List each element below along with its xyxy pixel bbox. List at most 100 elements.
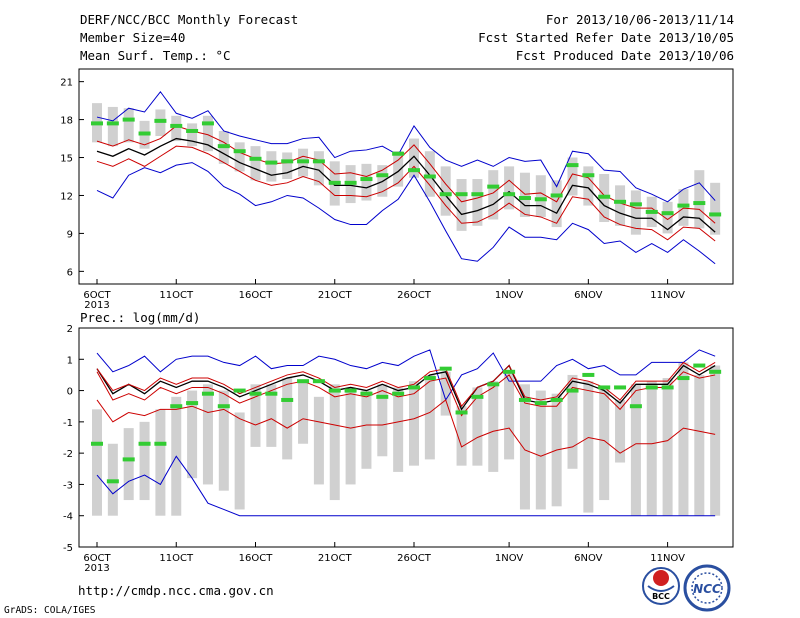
prec-median-marker	[201, 391, 214, 396]
prec-ensemble-box	[282, 378, 293, 460]
temp-median-marker	[629, 202, 642, 207]
prec-ensemble-box	[361, 390, 372, 469]
temp-ensemble-box	[615, 185, 626, 226]
prec-ensemble-box	[266, 384, 277, 447]
prec-xtick-label: 11NOV	[650, 553, 685, 564]
prec-ensemble-box	[92, 409, 102, 516]
temp-ensemble-box	[313, 151, 324, 186]
prec-ensemble-box	[567, 374, 578, 469]
prec-median-marker	[566, 388, 579, 393]
temp-ensemble-box	[694, 170, 705, 229]
prec-median-marker	[249, 391, 262, 396]
prec-ytick-label: -2	[63, 449, 73, 460]
temp-median-marker	[170, 123, 183, 128]
temp-ytick-label: 15	[60, 154, 73, 165]
prec-median-marker	[598, 385, 611, 390]
temp-ensemble-box	[710, 182, 721, 235]
temp-ensemble-box	[393, 151, 404, 187]
temp-median-marker	[566, 163, 579, 168]
chart-title: DERF/NCC/BCC Monthly Forecast	[80, 12, 299, 27]
prec-ytick-label: -4	[63, 512, 73, 523]
prec-ytick-label: -5	[63, 543, 73, 554]
prec-median-marker	[312, 379, 325, 384]
variable-label: Mean Surf. Temp.: °C	[80, 48, 231, 63]
temp-ensemble-box	[123, 108, 134, 143]
prec-ensemble-box	[234, 412, 245, 510]
prec-median-marker	[614, 385, 627, 390]
temp-ensemble-box	[504, 166, 515, 210]
temp-median-marker	[677, 203, 690, 208]
fcst-started: Fcst Started Refer Date 2013/10/05	[478, 30, 734, 45]
temp-median-marker	[312, 159, 325, 164]
temp-ensemble-box	[266, 151, 277, 182]
prec-mean-line	[96, 364, 716, 411]
prec-ensemble-box	[187, 390, 198, 479]
temp-xtick-label: 6OCT	[83, 290, 111, 301]
prec-median-marker	[106, 479, 119, 484]
prec-ytick-label: 0	[67, 387, 73, 398]
temp-ensemble-box	[409, 138, 419, 178]
prec-ensemble-box	[519, 384, 530, 510]
temp-spread_high-line	[96, 125, 716, 224]
prec-ensemble-box	[409, 381, 419, 466]
temp-ensemble-box	[250, 146, 261, 181]
prec-spread_high-line	[96, 361, 716, 408]
prec-ensemble-box	[646, 381, 657, 516]
temp-ensemble-box	[630, 190, 641, 235]
prec-ensemble-box	[694, 374, 705, 516]
temp-year-label: 2013	[84, 300, 109, 311]
prec-median-marker	[186, 401, 199, 406]
prec-median-marker	[281, 397, 294, 402]
prec-median-marker	[265, 391, 278, 396]
temp-xtick-label: 11NOV	[650, 290, 685, 301]
temp-ytick-label: 9	[67, 229, 73, 240]
temp-ensemble-box	[440, 166, 451, 216]
prec-median-marker	[693, 363, 706, 368]
forecast-period: For 2013/10/06-2013/11/14	[545, 12, 734, 27]
temp-xtick-label: 26OCT	[397, 290, 432, 301]
temp-xtick-label: 1NOV	[495, 290, 524, 301]
prec-median-marker	[360, 391, 373, 396]
prec-median-marker	[408, 385, 420, 390]
prec-ytick-label: 2	[67, 324, 73, 335]
prec-ensemble-box	[678, 362, 689, 516]
temp-ensemble-box	[567, 157, 578, 196]
prec-ensemble-box	[377, 384, 388, 457]
prec-ensemble-box	[472, 387, 483, 466]
prec-median-marker	[677, 376, 690, 381]
temp-xtick-label: 16OCT	[239, 290, 274, 301]
temp-ytick-label: 21	[60, 78, 73, 89]
prec-spread_low-line	[96, 371, 716, 417]
temp-median-marker	[217, 144, 230, 149]
temp-median-marker	[645, 209, 658, 214]
prec-median-marker	[376, 394, 389, 399]
prec-median-marker	[455, 410, 468, 415]
temp-median-marker	[328, 180, 341, 185]
temp-xtick-label: 21OCT	[318, 290, 353, 301]
temp-ytick-label: 6	[67, 267, 73, 278]
prec-ensemble-box	[424, 374, 435, 460]
temp-max-line	[96, 162, 716, 265]
prec-median-marker	[709, 369, 722, 374]
prec-ensemble-box	[123, 428, 134, 501]
temp-plot-frame	[78, 68, 734, 285]
temp-ensemble-box	[171, 115, 182, 142]
prec-ytick-label: -1	[63, 418, 73, 429]
prec-median-marker	[534, 401, 547, 406]
temp-median-marker	[582, 173, 595, 178]
temp-ensemble-box	[535, 175, 546, 217]
temp-median-marker	[138, 131, 151, 136]
member-size: Member Size=40	[80, 30, 186, 45]
prec-median-marker	[503, 369, 516, 374]
prec-median-marker	[170, 404, 183, 409]
prec-xtick-label: 16OCT	[239, 553, 274, 564]
temp-median-marker	[408, 168, 420, 173]
temp-median-marker	[360, 177, 373, 182]
prec-median-marker	[154, 441, 167, 446]
prec-median-marker	[138, 441, 151, 446]
prec-ensemble-box	[488, 381, 499, 472]
temp-median-marker	[154, 118, 167, 123]
prec-ensemble-box	[329, 384, 340, 501]
temp-median-marker	[614, 199, 627, 204]
